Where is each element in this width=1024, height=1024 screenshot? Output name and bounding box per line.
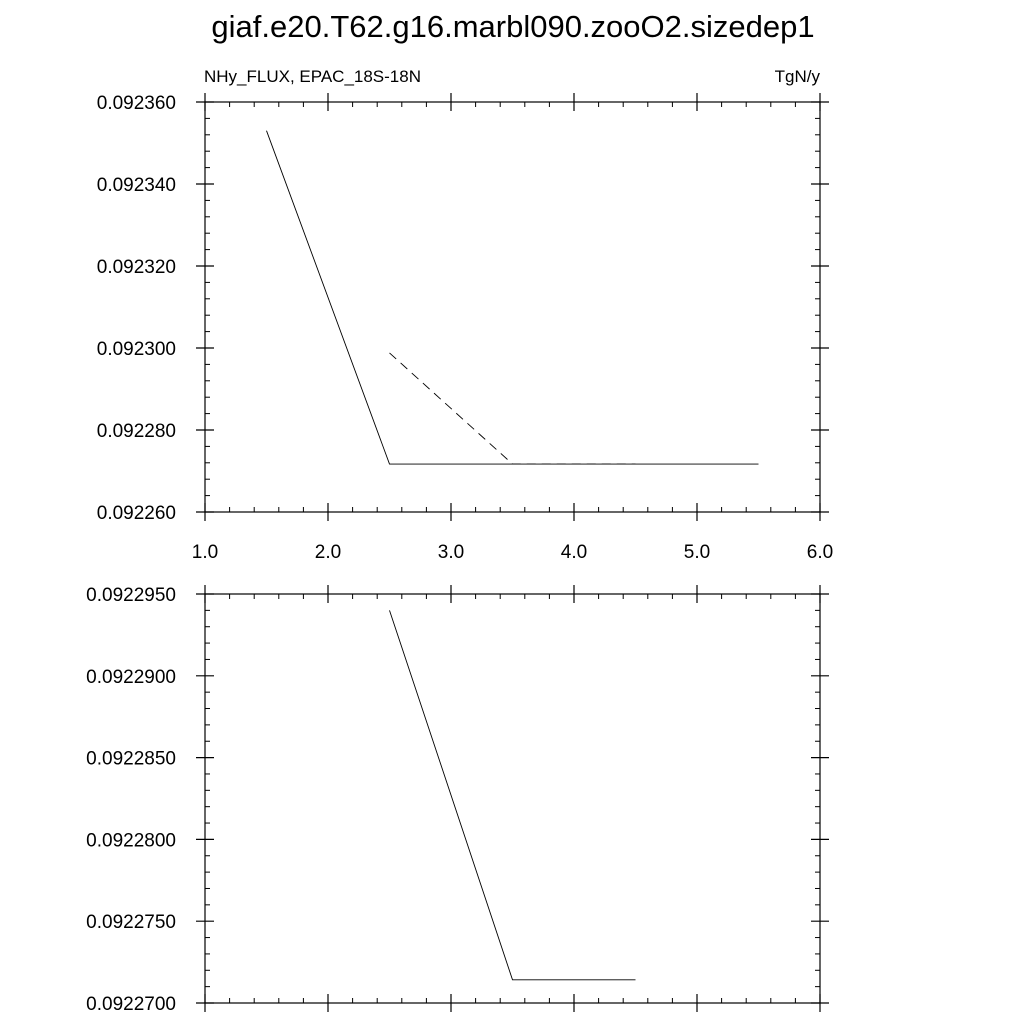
bottom-axes: 0.0922700 0.0922750 0.0922800 0.0922850 0.09… xyxy=(86,585,829,1015)
y-tick-label: 0.092340 xyxy=(97,175,176,196)
y-tick-label: 0.0922950 xyxy=(86,585,176,606)
y-tick-label: 0.0922900 xyxy=(86,667,176,688)
y-tick-label: 0.092360 xyxy=(97,93,176,114)
y-tick-label: 0.0922800 xyxy=(86,830,176,851)
variable-label: NHy_FLUX, EPAC_18S-18N xyxy=(204,67,421,86)
x-tick-label: 1.0 xyxy=(192,542,218,563)
y-tick-label: 0.0922850 xyxy=(86,749,176,770)
bottom-series xyxy=(389,610,636,981)
x-tick-label: 2.0 xyxy=(315,542,341,563)
y-tick-label: 0.0922750 xyxy=(86,912,176,933)
top-plot-frame xyxy=(204,101,821,513)
units-label: TgN/y xyxy=(775,67,821,86)
top-panel: NHy_FLUX, EPAC_18S-18N TgN/y 1.0 2.0 3.0 4.… xyxy=(97,67,833,563)
y-tick-label: 0.0922700 xyxy=(86,994,176,1015)
y-tick-label: 0.092280 xyxy=(97,421,176,442)
y-tick-label: 0.092320 xyxy=(97,257,176,278)
bottom-series-solid-line xyxy=(389,610,636,981)
top-series-dashed-line xyxy=(389,352,636,465)
top-series-solid-line xyxy=(266,130,759,465)
x-tick-label: 4.0 xyxy=(561,542,587,563)
bottom-panel: 0.0922700 0.0922750 0.0922800 0.0922850 0.09… xyxy=(86,585,829,1015)
x-tick-label: 6.0 xyxy=(807,542,833,563)
bottom-plot-frame xyxy=(204,593,821,1004)
x-tick-label: 3.0 xyxy=(438,542,464,563)
figure-title: giaf.e20.T62.g16.marbl090.zooO2.sizedep1 xyxy=(211,9,814,44)
y-tick-label: 0.092300 xyxy=(97,339,176,360)
top-axes: 1.0 2.0 3.0 4.0 5.0 6.0 0.092260 0.092280 0.0923… xyxy=(97,93,833,563)
top-series xyxy=(266,130,759,465)
x-tick-label: 5.0 xyxy=(684,542,710,563)
y-tick-label: 0.092260 xyxy=(97,503,176,524)
